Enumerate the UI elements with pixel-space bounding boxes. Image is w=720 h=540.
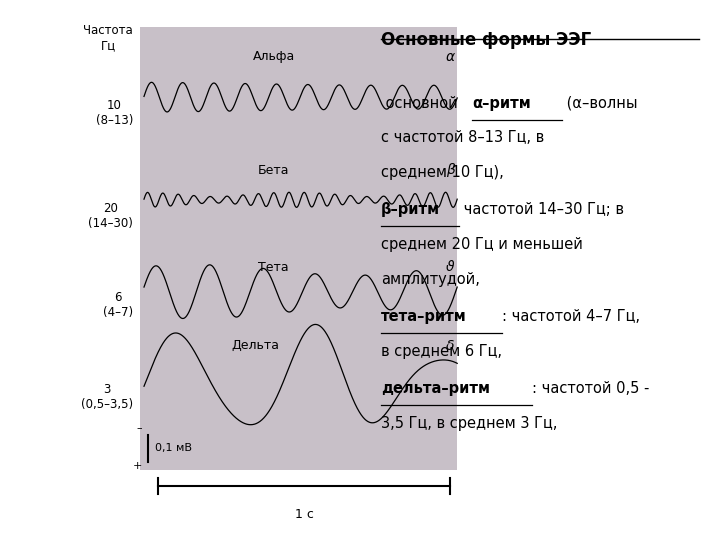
Text: основной: основной <box>381 96 462 111</box>
Text: Бета: Бета <box>258 164 289 177</box>
Text: дельта–ритм: дельта–ритм <box>381 381 490 396</box>
Text: с частотой 8–13 Гц, в: с частотой 8–13 Гц, в <box>381 131 544 145</box>
Text: 20
(14–30): 20 (14–30) <box>89 202 133 230</box>
Text: Тета: Тета <box>258 261 289 274</box>
Text: ϑ: ϑ <box>446 260 454 274</box>
Text: 10
(8–13): 10 (8–13) <box>96 99 133 127</box>
Text: β: β <box>446 163 454 177</box>
Text: тета–ритм: тета–ритм <box>381 309 467 325</box>
Text: 0,1 мВ: 0,1 мВ <box>155 443 192 453</box>
Text: –: – <box>136 423 142 433</box>
Text: 1 с: 1 с <box>294 508 314 521</box>
Text: среднем 10 Гц),: среднем 10 Гц), <box>381 165 504 180</box>
Text: : частотой 0,5 -: : частотой 0,5 - <box>531 381 649 396</box>
FancyBboxPatch shape <box>140 27 457 470</box>
Text: Частота
Гц: Частота Гц <box>84 24 133 52</box>
Text: 3
(0,5–3,5): 3 (0,5–3,5) <box>81 383 133 411</box>
Text: в среднем 6 Гц,: в среднем 6 Гц, <box>381 344 502 359</box>
Text: +: + <box>132 461 142 471</box>
Text: 3,5 Гц, в среднем 3 Гц,: 3,5 Гц, в среднем 3 Гц, <box>381 416 557 431</box>
Text: Дельта: Дельта <box>232 339 279 352</box>
Text: Основные формы ЭЭГ: Основные формы ЭЭГ <box>381 31 591 49</box>
Text: α: α <box>446 50 454 64</box>
Text: δ: δ <box>446 339 454 353</box>
Text: : частотой 4–7 Гц,: : частотой 4–7 Гц, <box>502 309 640 325</box>
Text: β–ритм: β–ритм <box>381 202 440 218</box>
Text: среднем 20 Гц и меньшей: среднем 20 Гц и меньшей <box>381 237 583 252</box>
Text: (α–волны: (α–волны <box>562 96 637 111</box>
Text: 6
(4–7): 6 (4–7) <box>103 291 133 319</box>
Text: частотой 14–30 Гц; в: частотой 14–30 Гц; в <box>459 202 624 218</box>
Text: α–ритм: α–ритм <box>472 96 531 111</box>
Text: Альфа: Альфа <box>253 50 294 63</box>
Text: амплитудой,: амплитудой, <box>381 272 480 287</box>
